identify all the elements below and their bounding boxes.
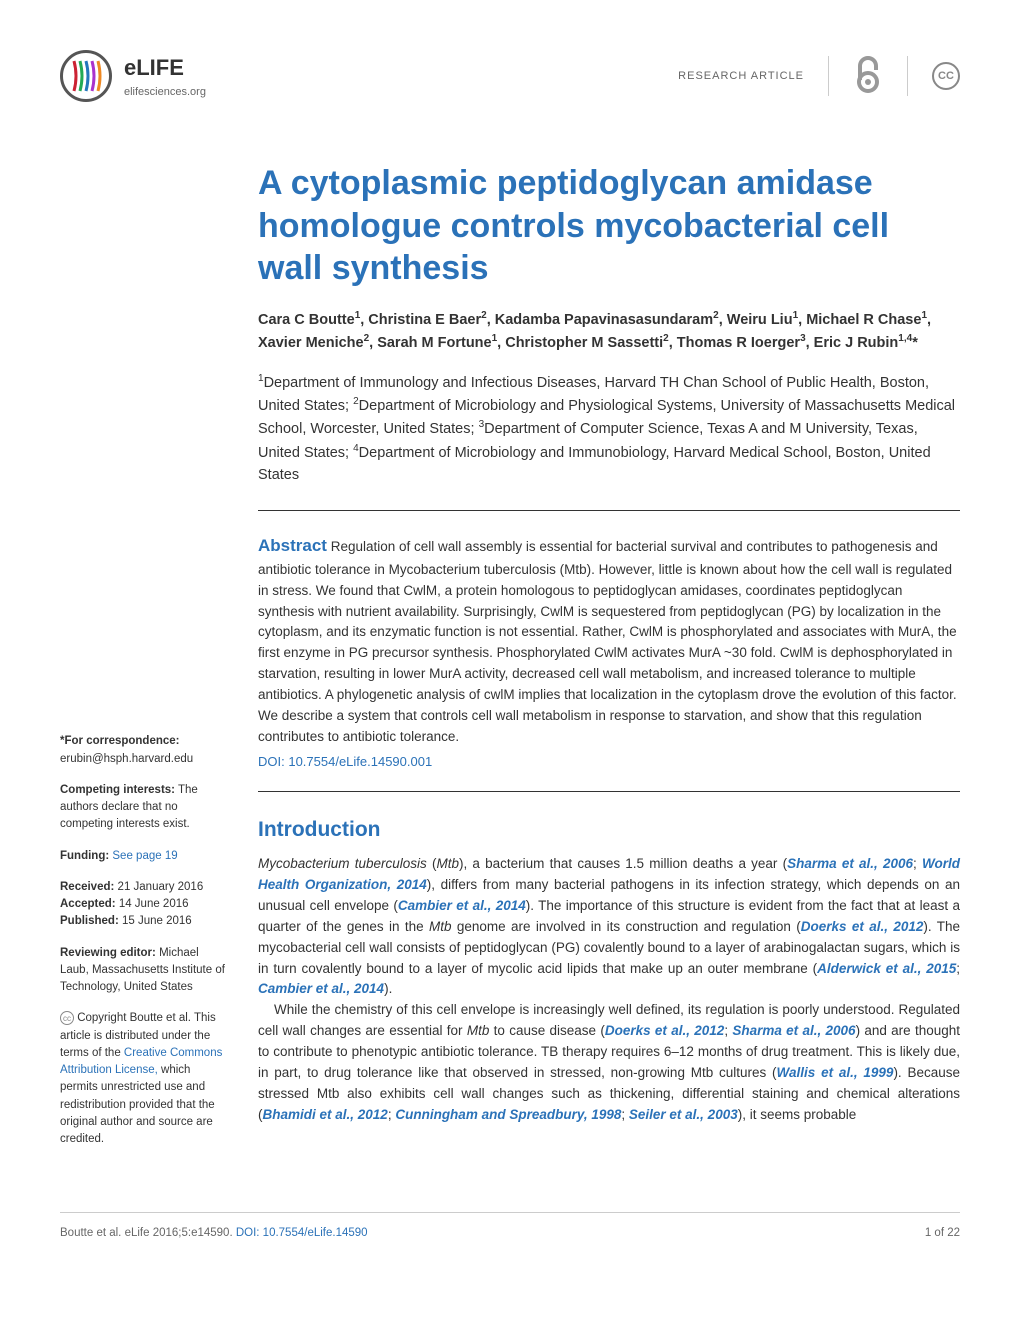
elife-logo-icon [60, 50, 112, 102]
site-url[interactable]: elifesciences.org [124, 84, 206, 101]
header-right: RESEARCH ARTICLE CC [678, 52, 960, 101]
logo-text: eLIFE elifesciences.org [124, 51, 206, 101]
abstract-label: Abstract [258, 536, 327, 555]
footer-doi-link[interactable]: DOI: 10.7554/eLife.14590 [236, 1227, 368, 1239]
accepted-date: 14 June 2016 [119, 898, 189, 910]
divider [258, 791, 960, 792]
affiliations: 1Department of Immunology and Infectious… [258, 371, 960, 487]
accepted-label: Accepted: [60, 898, 116, 910]
published-label: Published: [60, 915, 119, 927]
abstract: Abstract Regulation of cell wall assembl… [258, 533, 960, 771]
copyright-text-2: which permits unrestricted use and redis… [60, 1064, 215, 1145]
funding: Funding: See page 19 [60, 848, 230, 865]
page-header: eLIFE elifesciences.org RESEARCH ARTICLE… [60, 50, 960, 102]
cc-license-icon[interactable]: CC [932, 62, 960, 90]
competing-label: Competing interests: [60, 784, 175, 796]
authors-list: Cara C Boutte1, Christina E Baer2, Kadam… [258, 308, 960, 355]
page-footer: Boutte et al. eLife 2016;5:e14590. DOI: … [60, 1212, 960, 1242]
abstract-doi-link[interactable]: DOI: 10.7554/eLife.14590.001 [258, 752, 960, 772]
divider [907, 56, 908, 96]
article-header: A cytoplasmic peptidoglycan amidase homo… [258, 162, 960, 511]
dates: Received: 21 January 2016 Accepted: 14 J… [60, 879, 230, 931]
footer-citation: Boutte et al. eLife 2016;5:e14590. [60, 1227, 233, 1239]
reviewing-editor: Reviewing editor: Michael Laub, Massachu… [60, 945, 230, 997]
cc-small-icon: cc [60, 1011, 74, 1025]
abstract-text: Regulation of cell wall assembly is esse… [258, 539, 957, 744]
funding-link[interactable]: See page 19 [112, 850, 177, 862]
divider [828, 56, 829, 96]
intro-heading: Introduction [258, 814, 960, 846]
logo-area: eLIFE elifesciences.org [60, 50, 206, 102]
sidebar: *For correspondence: erubin@hsph.harvard… [60, 533, 230, 1162]
article-type: RESEARCH ARTICLE [678, 68, 804, 85]
correspondence-email[interactable]: erubin@hsph.harvard.edu [60, 753, 193, 765]
received-date: 21 January 2016 [118, 881, 204, 893]
received-label: Received: [60, 881, 114, 893]
article-title: A cytoplasmic peptidoglycan amidase homo… [258, 162, 960, 290]
page-number: 1 of 22 [925, 1225, 960, 1242]
correspondence: *For correspondence: erubin@hsph.harvard… [60, 733, 230, 768]
copyright: cc Copyright Boutte et al. This article … [60, 1010, 230, 1148]
intro-body: Mycobacterium tuberculosis (Mtb), a bact… [258, 854, 960, 1126]
reviewing-label: Reviewing editor: [60, 947, 156, 959]
brand-name: eLIFE [124, 51, 206, 84]
open-access-icon [853, 52, 883, 101]
competing-interests: Competing interests: The authors declare… [60, 782, 230, 834]
divider [258, 510, 960, 511]
main-content: Abstract Regulation of cell wall assembl… [258, 533, 960, 1162]
funding-label: Funding: [60, 850, 109, 862]
correspondence-label: *For correspondence: [60, 735, 180, 747]
published-date: 15 June 2016 [122, 915, 192, 927]
